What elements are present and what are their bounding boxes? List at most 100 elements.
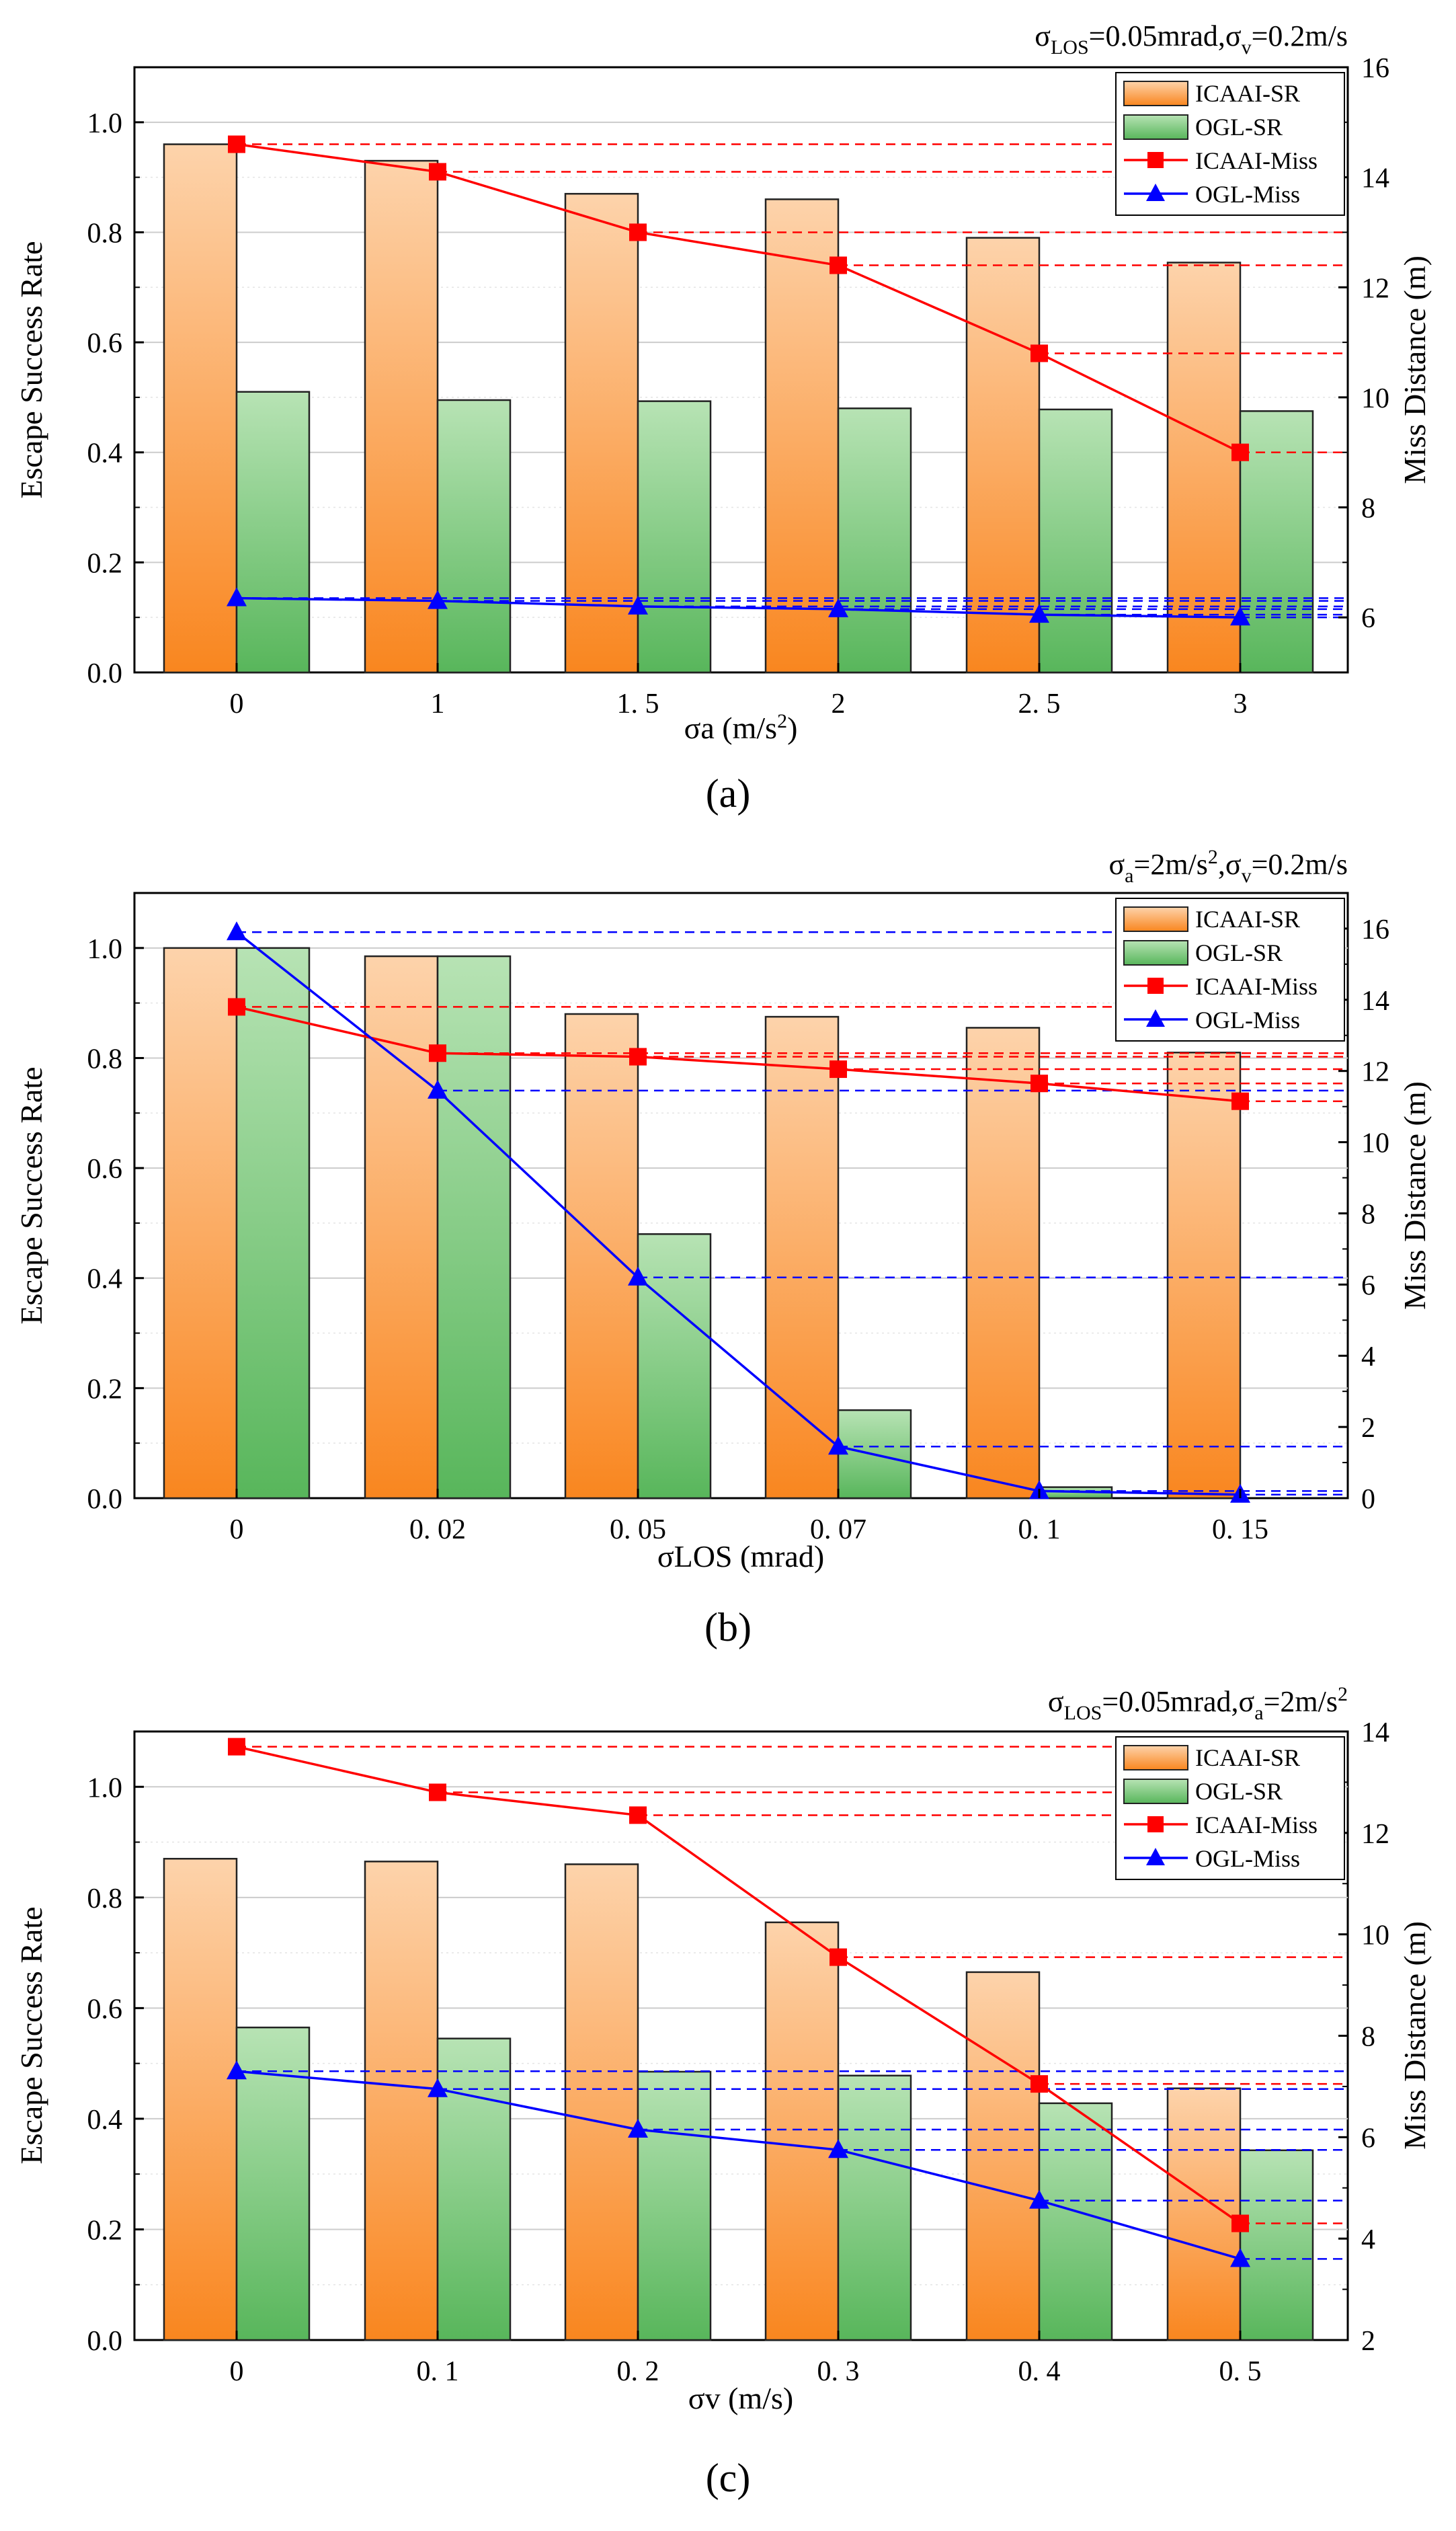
x-tick-label: 1. 5	[617, 689, 659, 719]
x-tick-label: 0. 07	[810, 1514, 866, 1545]
x-tick-label: 0	[230, 1514, 244, 1545]
panel-b-ylabel: Escape Success Rate	[14, 1066, 48, 1324]
marker-icaai-miss	[629, 223, 647, 241]
y2-tick-label: 12	[1361, 1819, 1389, 1850]
panel-a-xlabel: σa (m/s2)	[684, 710, 798, 745]
panel-b-left-axis-ticks: 0.0 0.2 0.4 0.6 0.8 1.0	[87, 934, 144, 1515]
y2-tick-label: 4	[1361, 1341, 1375, 1372]
bar-icaai-sr	[564, 192, 639, 674]
marker-ogl-miss	[628, 1266, 648, 1286]
line-icaai-miss	[236, 1745, 1241, 2224]
legend-label-icaai-sr: ICAAI-SR	[1195, 906, 1300, 933]
y2-tick-label: 10	[1361, 1128, 1389, 1159]
bar-ogl-sr	[235, 947, 311, 1500]
legend-label-icaai-sr: ICAAI-SR	[1195, 1744, 1300, 1771]
panel-a-y2label: Miss Distance (m)	[1398, 256, 1432, 484]
panel-b-x-axis-ticks: 0 0. 02 0. 05 0. 07 0. 1 0. 15	[230, 1489, 1268, 1545]
bar-ogl-sr	[637, 400, 712, 674]
x-tick-label: 0. 2	[617, 2356, 659, 2387]
legend-label-ogl-sr: OGL-SR	[1195, 1778, 1283, 1805]
y-tick-label: 0.0	[87, 658, 123, 689]
legend-label-icaai-miss: ICAAI-Miss	[1195, 1812, 1318, 1838]
y-tick-label: 1.0	[87, 1773, 123, 1803]
bar-ogl-sr	[637, 1233, 712, 1500]
panel-a-grid	[134, 121, 1348, 618]
marker-icaai-miss	[228, 1738, 245, 1756]
legend-label-icaai-miss: ICAAI-Miss	[1195, 147, 1318, 174]
marker-icaai-miss	[830, 1948, 847, 1966]
y-tick-label: 0.4	[87, 438, 123, 469]
marker-ogl-miss	[828, 1436, 848, 1455]
marker-ogl-miss	[227, 2060, 247, 2080]
legend-label-icaai-sr: ICAAI-SR	[1195, 80, 1300, 107]
y-tick-label: 0.2	[87, 2215, 123, 2246]
legend-swatch-icaai-sr	[1123, 906, 1188, 932]
marker-icaai-miss	[1231, 443, 1249, 461]
legend-marker-icaai-miss	[1147, 978, 1164, 994]
marker-icaai-miss	[1030, 2075, 1048, 2093]
x-tick-label: 0. 3	[817, 2356, 860, 2387]
panel-c-legend: ICAAI-SR OGL-SR ICAAI-Miss OGL-Miss	[1115, 1736, 1345, 1880]
bar-icaai-sr	[1166, 2087, 1242, 2341]
y-tick-label: 0.6	[87, 1994, 123, 2025]
bar-ogl-sr	[1239, 410, 1314, 674]
line-ogl-miss	[236, 596, 1241, 619]
panel-c-label: (c)	[706, 2456, 751, 2500]
x-tick-label: 0. 5	[1219, 2356, 1262, 2387]
panel-b-label: (b)	[704, 1605, 752, 1649]
marker-icaai-miss	[1231, 2214, 1249, 2232]
marker-ogl-miss	[227, 921, 247, 941]
y2-tick-label: 16	[1361, 53, 1389, 84]
marker-ogl-miss	[628, 2119, 648, 2138]
x-tick-label: 2	[832, 689, 846, 719]
marker-icaai-miss	[629, 1806, 647, 1824]
marker-icaai-miss	[1030, 344, 1048, 362]
y2-tick-label: 6	[1361, 603, 1375, 634]
x-tick-label: 0. 1	[417, 2356, 459, 2387]
bar-icaai-sr	[564, 1013, 639, 1500]
panel-a-right-axis-ticks: 6 8 10 12 14 16	[1338, 53, 1389, 634]
y2-tick-label: 16	[1361, 914, 1389, 945]
y2-tick-label: 12	[1361, 1057, 1389, 1088]
panel-c-right-axis-ticks: 2 4 6 8 10 12 14	[1338, 1717, 1389, 2357]
y-tick-label: 0.2	[87, 548, 123, 579]
panel-b-legend: ICAAI-SR OGL-SR ICAAI-Miss OGL-Miss	[1115, 898, 1345, 1042]
bar-icaai-sr	[764, 1921, 840, 2341]
line-ogl-miss	[235, 931, 1241, 1496]
marker-icaai-miss	[429, 163, 446, 181]
bar-ogl-sr	[436, 399, 512, 674]
legend-swatch-ogl-sr	[1123, 114, 1188, 140]
y2-tick-label: 12	[1361, 273, 1389, 304]
x-tick-label: 0. 02	[409, 1514, 466, 1545]
panel-c-x-axis-ticks: 0 0. 1 0. 2 0. 3 0. 4 0. 5	[230, 2331, 1262, 2387]
x-tick-label: 0. 15	[1212, 1514, 1268, 1545]
y-tick-label: 0.0	[87, 2326, 123, 2357]
panel-c-left-axis-ticks: 0.0 0.2 0.4 0.6 0.8 1.0	[87, 1773, 144, 2357]
panel-a-miss-lines	[227, 135, 1250, 626]
panel-b-miss-lines	[227, 921, 1250, 1503]
panel-c-xlabel: σv (m/s)	[688, 2381, 793, 2415]
y-tick-label: 0.8	[87, 218, 123, 249]
line-icaai-miss	[236, 143, 1241, 454]
marker-icaai-miss	[429, 1044, 446, 1062]
y2-tick-label: 2	[1361, 2326, 1375, 2357]
bar-ogl-sr	[1038, 2102, 1113, 2341]
marker-icaai-miss	[228, 135, 245, 153]
bar-icaai-sr	[364, 955, 439, 1500]
y-tick-label: 0.6	[87, 328, 123, 359]
marker-icaai-miss	[830, 1060, 847, 1079]
bar-ogl-sr	[637, 2070, 712, 2341]
line-icaai-miss	[236, 1005, 1241, 1103]
y2-tick-label: 8	[1361, 1199, 1375, 1230]
panel-c-annotation: σLOS=0.05mrad,σa=2m/s2	[1048, 1683, 1348, 1724]
y2-tick-label: 6	[1361, 1270, 1375, 1301]
legend-marker-ogl-miss	[1146, 1848, 1165, 1865]
bar-icaai-sr	[564, 1863, 639, 2341]
y2-tick-label: 6	[1361, 2123, 1375, 2154]
y-tick-label: 1.0	[87, 108, 123, 139]
legend-label-ogl-sr: OGL-SR	[1195, 114, 1283, 141]
legend-label-ogl-sr: OGL-SR	[1195, 939, 1283, 966]
legend-label-icaai-miss: ICAAI-Miss	[1195, 973, 1318, 1000]
marker-icaai-miss	[830, 256, 847, 274]
